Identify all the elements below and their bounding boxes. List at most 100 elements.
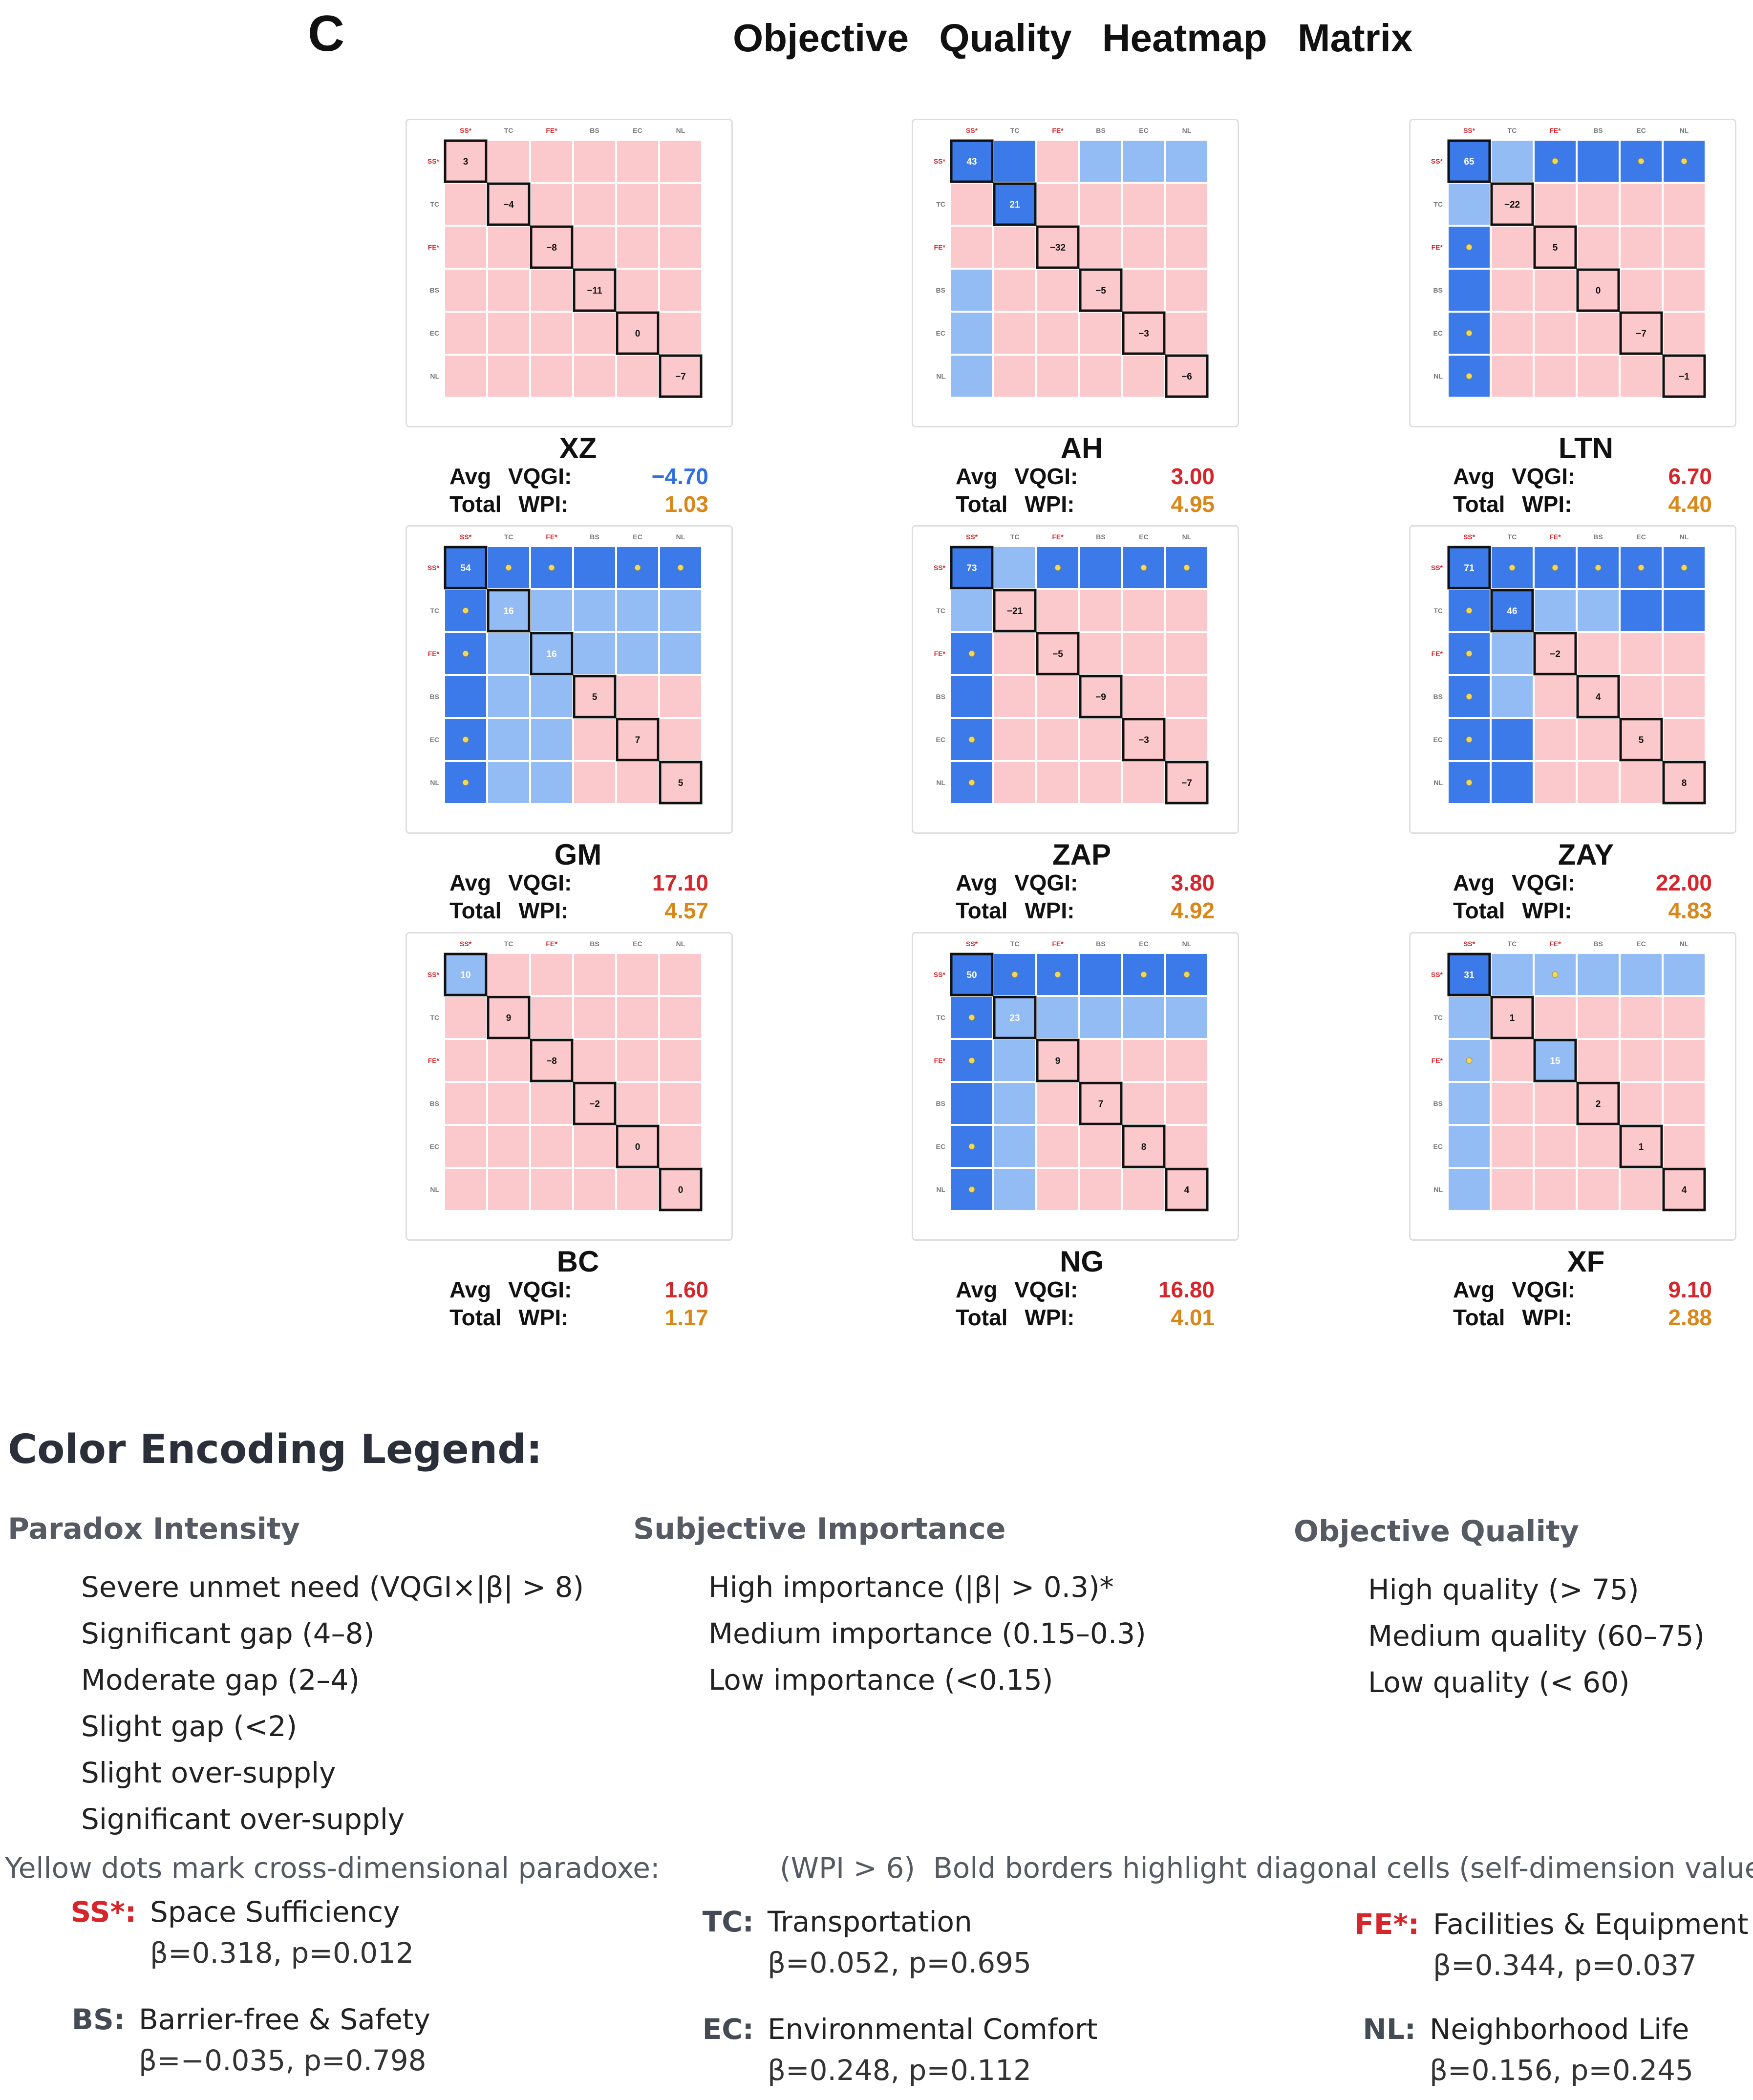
diagonal-value: −8 xyxy=(546,243,557,253)
row-label: BS xyxy=(1433,286,1443,294)
heatmap-cell xyxy=(1078,182,1123,227)
col-label: BS xyxy=(590,127,599,134)
paradox-dot xyxy=(1011,971,1018,978)
heatmap-cell xyxy=(1490,631,1535,676)
metric-label: Total WPI: xyxy=(1453,898,1572,923)
dim-abbr: FE*: xyxy=(1354,1908,1419,1941)
col-label: EC xyxy=(633,533,642,541)
paradox-dot xyxy=(1595,564,1602,571)
diagonal-border xyxy=(1576,1082,1620,1125)
heatmap-cell xyxy=(1121,139,1166,184)
paradox-dot xyxy=(1140,971,1147,978)
heatmap-cell xyxy=(572,225,617,270)
heatmap-cell xyxy=(486,311,531,356)
heatmap-cell xyxy=(949,268,994,313)
heatmap-cell xyxy=(992,1167,1037,1212)
heatmap-cell xyxy=(1490,1167,1535,1212)
legend-quality-head: Objective Quality xyxy=(1294,1514,1579,1548)
heatmap-card-gm: SS* SS* TC TC FE* FE* BS BS EC EC NL NL 54 16 16 5 7 5 xyxy=(406,525,733,834)
heatmap-cell xyxy=(658,182,703,227)
metric-value: 3.80 xyxy=(1171,870,1215,895)
heatmap-cell xyxy=(992,760,1037,805)
legend-quality: Objective Quality High quality (> 75) Me… xyxy=(1294,1514,1705,1699)
heatmap-cell xyxy=(1576,674,1621,719)
row-label: TC xyxy=(936,1014,945,1021)
heatmap-cell xyxy=(1035,1081,1080,1126)
heatmap-xf: SS* SS* TC TC FE* FE* BS BS EC EC NL NL 31 1 15 2 1 4 xyxy=(1431,940,1707,1212)
heatmap-cell xyxy=(615,182,660,227)
heatmap-cell xyxy=(443,1038,488,1083)
diagonal-value: 3 xyxy=(463,157,469,167)
diagonal-value: 23 xyxy=(1009,1013,1020,1023)
metric-label: Total WPI: xyxy=(1453,491,1572,517)
heatmap-cell xyxy=(1533,268,1578,313)
heatmap-cell xyxy=(992,139,1037,184)
row-label: NL xyxy=(1433,1186,1443,1193)
heatmap-cell xyxy=(1619,760,1664,805)
heatmap-cell xyxy=(1576,588,1621,633)
heatmap-cell xyxy=(615,1081,660,1126)
col-label: BS xyxy=(1096,940,1105,948)
diagonal-border xyxy=(1036,1039,1080,1082)
col-label: FE* xyxy=(1052,940,1064,948)
paradox-dot xyxy=(968,1186,975,1193)
row-label: SS* xyxy=(428,971,440,978)
diagonal-border xyxy=(1490,996,1534,1039)
diagonal-border xyxy=(659,354,703,398)
paradox-dot xyxy=(968,1143,975,1150)
col-label: BS xyxy=(1593,127,1603,134)
heatmap-cell xyxy=(1447,268,1492,313)
metric-value: 4.01 xyxy=(1171,1305,1215,1330)
row-label: SS* xyxy=(1431,157,1443,165)
metric-label: Avg VQGI: xyxy=(1453,1277,1576,1302)
heatmap-cell xyxy=(1576,760,1621,805)
dim-full-name: Facilities & Equipment xyxy=(1433,1908,1749,1941)
dim-abbr: TC: xyxy=(702,1905,754,1938)
heatmap-cell xyxy=(1447,182,1492,227)
diagonal-value: 0 xyxy=(1596,286,1601,296)
diagonal-value: 5 xyxy=(592,692,598,702)
diagonal-border xyxy=(1447,546,1491,590)
paradox-dot xyxy=(1638,564,1645,571)
diagonal-border xyxy=(993,996,1037,1039)
diagonal-value: 0 xyxy=(678,1185,684,1195)
legend-item: High quality (> 75) xyxy=(1368,1573,1639,1606)
heatmap-cell xyxy=(658,995,703,1040)
heatmap-cell xyxy=(1619,588,1664,633)
city-name: XF xyxy=(1567,1245,1605,1278)
heatmap-cell xyxy=(658,952,703,997)
diagonal-value: 8 xyxy=(1141,1142,1147,1152)
paradox-dot xyxy=(968,779,975,786)
heatmap-cell xyxy=(949,182,994,227)
diagonal-border xyxy=(1490,589,1534,633)
heatmap-cell xyxy=(1576,225,1621,270)
heatmap-cell xyxy=(1662,1124,1707,1169)
dim-stats: β=0.344, p=0.037 xyxy=(1433,1949,1697,1982)
col-label: SS* xyxy=(1463,533,1475,541)
paradox-dot xyxy=(1509,564,1516,571)
heatmap-cell xyxy=(992,1124,1037,1169)
diagonal-value: 0 xyxy=(635,329,641,339)
diagonal-border xyxy=(1036,632,1080,676)
dim-tc: TC: Transportation β=0.052, p=0.695 xyxy=(703,1905,1031,1979)
row-label: SS* xyxy=(934,157,946,165)
heatmap-cell xyxy=(1035,631,1080,676)
diagonal-border xyxy=(1447,139,1491,183)
col-label: FE* xyxy=(1052,533,1064,541)
dim-abbr: SS*: xyxy=(70,1895,136,1929)
heatmap-cell xyxy=(615,354,660,399)
diagonal-value: −22 xyxy=(1504,200,1520,210)
heatmap-cell xyxy=(1164,674,1209,719)
diagonal-border xyxy=(616,311,660,355)
paradox-dot xyxy=(677,564,684,571)
heatmap-cell xyxy=(615,268,660,313)
heatmap-cell xyxy=(1121,182,1166,227)
heatmap-zap: SS* SS* TC TC FE* FE* BS BS EC EC NL NL 73 −21 −5 −9 −3 −… xyxy=(934,533,1209,805)
heatmap-cell xyxy=(443,1081,488,1126)
diagonal-value: 5 xyxy=(1553,243,1558,253)
col-label: NL xyxy=(1182,533,1192,541)
diagonal-value: 9 xyxy=(506,1013,512,1023)
heatmap-cell xyxy=(1164,1124,1209,1169)
chart-title: Objective Quality Heatmap Matrix xyxy=(733,16,1413,60)
col-label: TC xyxy=(504,533,513,541)
